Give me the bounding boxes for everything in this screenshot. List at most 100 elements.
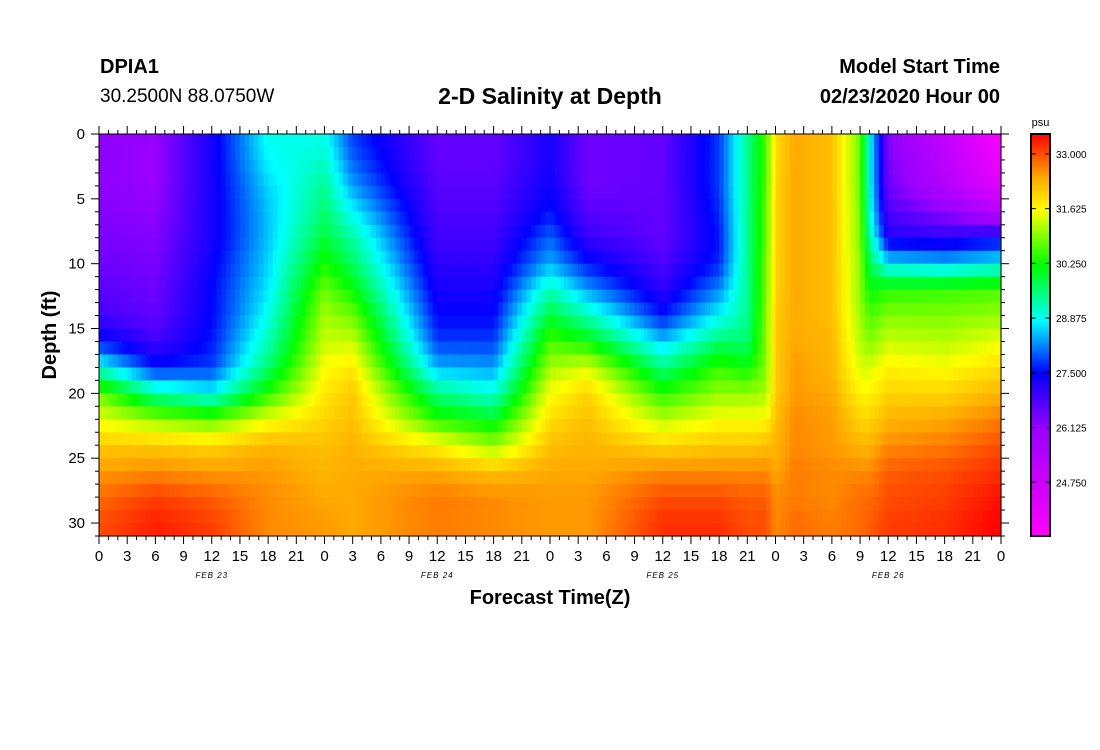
heatmap-cell	[578, 341, 584, 356]
heatmap-cell	[211, 198, 218, 213]
heatmap-cell	[366, 341, 373, 356]
heatmap-cell	[465, 263, 471, 278]
heatmap-cell	[277, 289, 283, 304]
heatmap-cell	[582, 198, 589, 213]
heatmap-cell	[437, 471, 443, 485]
heatmap-cell	[822, 159, 828, 174]
heatmap-cell	[601, 354, 607, 369]
heatmap-cell	[357, 276, 363, 291]
heatmap-cell	[474, 445, 481, 459]
heatmap-cell	[235, 380, 241, 394]
heatmap-cell	[329, 432, 335, 446]
heatmap-cell	[268, 146, 274, 161]
heatmap-cell	[127, 341, 133, 356]
heatmap-cell	[371, 484, 377, 498]
heatmap-cell	[747, 185, 753, 200]
heatmap-cell	[488, 289, 495, 304]
heatmap-cell	[183, 484, 189, 498]
heatmap-cell	[347, 406, 354, 420]
heatmap-cell	[409, 484, 415, 498]
heatmap-cell	[568, 497, 575, 511]
heatmap-cell	[404, 471, 410, 485]
heatmap-cell	[535, 432, 542, 446]
heatmap-cell	[752, 406, 758, 420]
heatmap-cell	[742, 380, 748, 394]
heatmap-cell	[343, 471, 349, 485]
heatmap-cell	[479, 211, 485, 226]
heatmap-cell	[728, 510, 734, 524]
heatmap-cell	[254, 419, 260, 433]
heatmap-cell	[503, 315, 509, 330]
heatmap-cell	[343, 315, 349, 330]
heatmap-cell	[625, 380, 631, 394]
heatmap-cell	[404, 406, 410, 420]
heatmap-cell	[813, 211, 819, 226]
heatmap-cell	[568, 523, 575, 537]
heatmap-cell	[728, 224, 734, 239]
heatmap-cell	[827, 432, 833, 446]
heatmap-cell	[305, 354, 312, 369]
heatmap-cell	[446, 172, 452, 187]
heatmap-cell	[366, 224, 373, 239]
heatmap-cell	[99, 445, 105, 459]
heatmap-cell	[423, 445, 429, 459]
heatmap-cell	[850, 354, 856, 369]
heatmap-cell	[122, 250, 128, 265]
heatmap-cell	[150, 406, 156, 420]
heatmap-cell	[329, 250, 335, 265]
heatmap-cell	[399, 159, 405, 174]
heatmap-cell	[441, 471, 448, 485]
heatmap-cell	[127, 419, 133, 433]
heatmap-cell	[399, 276, 405, 291]
heatmap-cell	[676, 354, 683, 369]
heatmap-cell	[192, 393, 199, 407]
heatmap-cell	[385, 393, 391, 407]
heatmap-cell	[681, 367, 687, 381]
heatmap-cell	[512, 134, 518, 148]
heatmap-cell	[690, 250, 697, 265]
heatmap-cell	[456, 289, 462, 304]
heatmap-cell	[831, 523, 838, 537]
heatmap-cell	[390, 198, 396, 213]
heatmap-cell	[752, 341, 758, 356]
heatmap-cell	[263, 393, 269, 407]
heatmap-cell	[456, 198, 462, 213]
heatmap-cell	[615, 289, 622, 304]
heatmap-cell	[756, 315, 763, 330]
heatmap-cell	[113, 134, 119, 148]
heatmap-cell	[235, 315, 241, 330]
heatmap-cell	[620, 380, 626, 394]
heatmap-cell	[752, 289, 758, 304]
heatmap-cell	[672, 315, 678, 330]
heatmap-cell	[625, 237, 631, 252]
heatmap-cell	[559, 458, 565, 472]
heatmap-cell	[531, 146, 537, 161]
heatmap-cell	[752, 224, 758, 239]
heatmap-cell	[376, 146, 382, 161]
heatmap-cell	[578, 406, 584, 420]
heatmap-cell	[230, 328, 236, 343]
heatmap-cell	[418, 185, 424, 200]
heatmap-cell	[235, 276, 241, 291]
heatmap-cell	[150, 237, 156, 252]
heatmap-cell	[517, 172, 523, 187]
heatmap-cell	[841, 393, 847, 407]
heatmap-cell	[239, 276, 246, 291]
heatmap-cell	[207, 393, 213, 407]
heatmap-cell	[611, 419, 617, 433]
heatmap-cell	[568, 198, 575, 213]
heatmap-cell	[301, 484, 307, 498]
heatmap-cell	[202, 380, 208, 394]
heatmap-cell	[413, 134, 420, 148]
heatmap-cell	[493, 146, 499, 161]
heatmap-cell	[258, 406, 265, 420]
heatmap-cell	[789, 224, 795, 239]
heatmap-cell	[629, 146, 636, 161]
heatmap-cell	[207, 341, 213, 356]
heatmap-cell	[672, 497, 678, 511]
heatmap-cell	[385, 315, 391, 330]
heatmap-cell	[437, 393, 443, 407]
heatmap-cell	[441, 419, 448, 433]
heatmap-cell	[286, 328, 293, 343]
heatmap-cell	[803, 302, 809, 317]
